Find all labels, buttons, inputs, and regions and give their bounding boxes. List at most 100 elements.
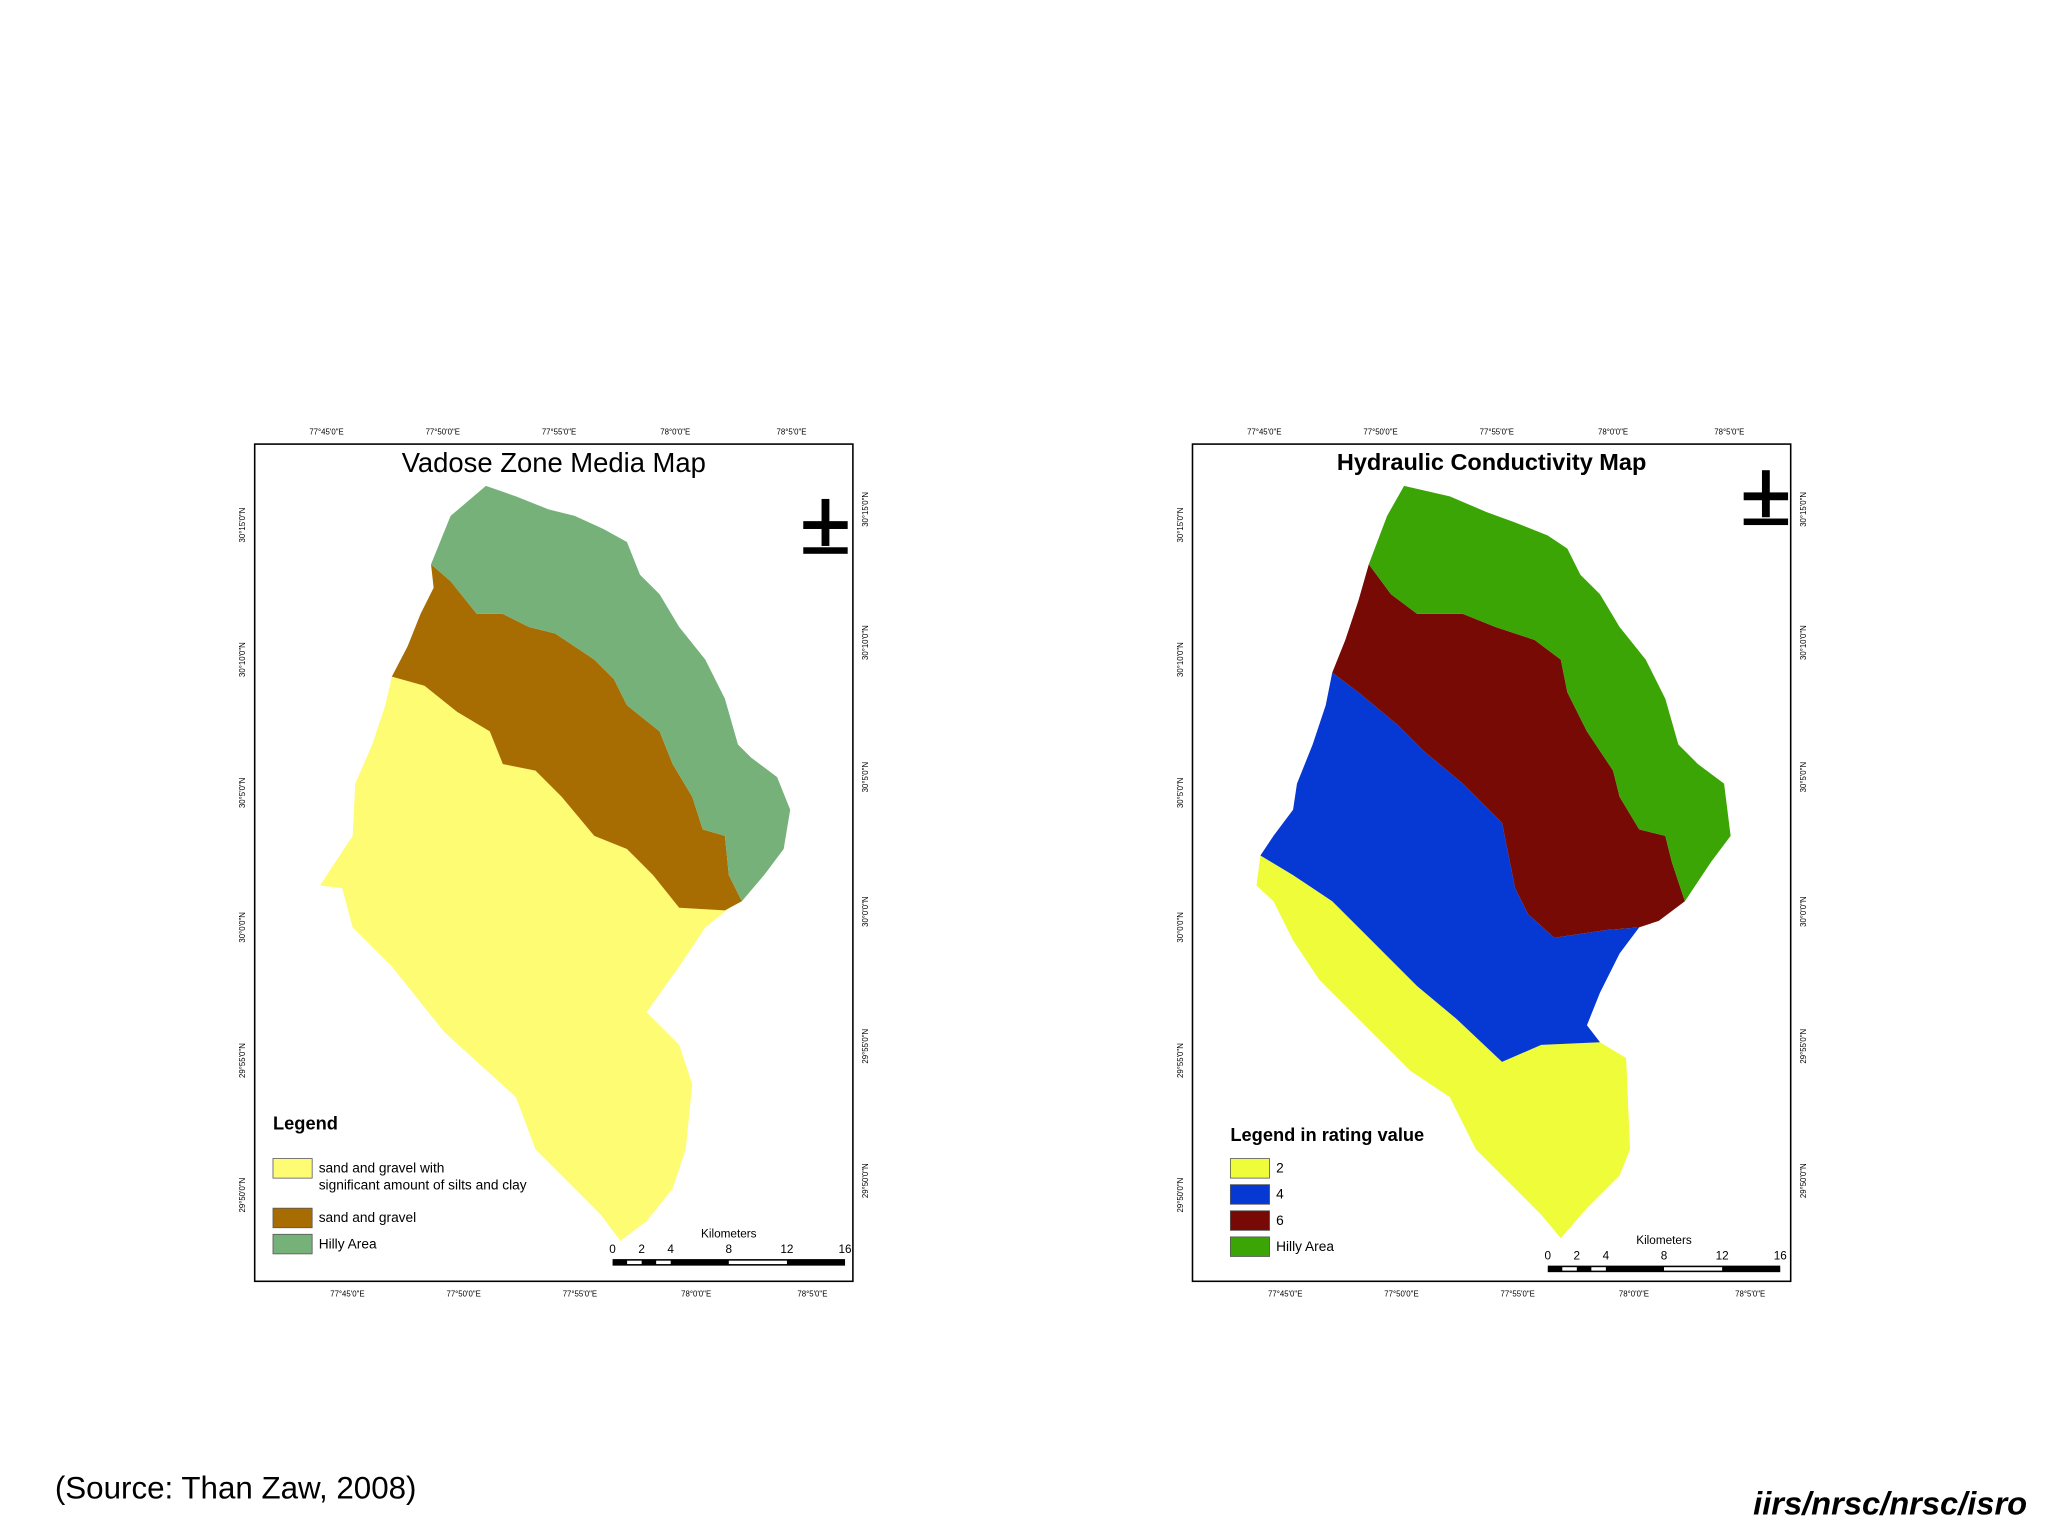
longitude-label: 77°55'0"E — [1480, 427, 1514, 436]
legend-swatch — [272, 1233, 313, 1255]
longitude-label: 78°0'0"E — [681, 1289, 711, 1298]
scale-label: 0 — [609, 1243, 616, 1256]
scale-label: 4 — [1603, 1250, 1610, 1263]
scale-label: 12 — [780, 1243, 793, 1256]
legend-title: Legend in rating value — [1230, 1124, 1424, 1145]
latitude-label: 30°10'0"N — [1799, 625, 1808, 660]
longitude-label: 77°50'0"E — [446, 1289, 480, 1298]
legend-label: sand and gravel — [319, 1210, 417, 1225]
latitude-label: 30°5'0"N — [861, 762, 870, 793]
map-panel: Vadose Zone Media Map 77°45'0"E 77°45'0"E 7… — [238, 427, 870, 1298]
scale-unit: Kilometers — [1636, 1234, 1692, 1247]
longitude-label: 77°50'0"E — [426, 427, 460, 436]
scale-label: 16 — [839, 1243, 853, 1256]
latitude-label: 30°15'0"N — [1176, 507, 1185, 542]
north-arrow — [1743, 518, 1789, 526]
latitude-label: 29°55'0"N — [1799, 1028, 1808, 1063]
scale-bar-segment — [656, 1260, 671, 1265]
north-arrow — [803, 547, 848, 554]
latitude-label: 29°55'0"N — [1176, 1043, 1185, 1078]
legend-label: Hilly Area — [1276, 1239, 1334, 1254]
scale-label: 0 — [1544, 1250, 1551, 1263]
legend-label: sand and gravel with — [319, 1161, 445, 1176]
map-region — [1260, 672, 1640, 1062]
scale-label: 4 — [667, 1243, 674, 1256]
longitude-label: 78°5'0"E — [797, 1289, 827, 1298]
legend-label: significant amount of silts and clay — [319, 1178, 527, 1193]
latitude-label: 30°15'0"N — [1799, 492, 1808, 527]
latitude-label: 29°50'0"N — [238, 1177, 247, 1212]
latitude-label: 30°5'0"N — [1799, 762, 1808, 793]
map-region — [391, 564, 742, 911]
legend-swatch — [1229, 1184, 1270, 1205]
scale-bar-segment — [1591, 1267, 1606, 1271]
map-region — [1256, 855, 1631, 1239]
scale-unit: Kilometers — [701, 1227, 757, 1240]
map-panel: Hydraulic Conductivity Map 77°45'0"E 77°45… — [1176, 427, 1808, 1298]
longitude-label: 78°5'0"E — [776, 427, 806, 436]
latitude-label: 30°10'0"N — [861, 625, 870, 660]
longitude-label: 77°45'0"E — [309, 427, 343, 436]
map-region — [1368, 485, 1731, 902]
longitude-label: 77°50'0"E — [1363, 427, 1397, 436]
legend-title: Legend — [273, 1112, 338, 1133]
longitude-label: 77°45'0"E — [1268, 1289, 1302, 1298]
map-region — [431, 485, 791, 902]
longitude-label: 77°45'0"E — [1247, 427, 1281, 436]
map-region — [320, 676, 738, 1241]
latitude-label: 30°15'0"N — [861, 492, 870, 527]
north-arrow — [803, 521, 848, 529]
scale-label: 12 — [1716, 1250, 1729, 1263]
longitude-label: 78°0'0"E — [1598, 427, 1628, 436]
latitude-label: 30°10'0"N — [1176, 642, 1185, 677]
longitude-label: 78°5'0"E — [1714, 427, 1744, 436]
longitude-label: 77°50'0"E — [1384, 1289, 1418, 1298]
map-title: Vadose Zone Media Map — [402, 447, 706, 478]
longitude-label: 77°55'0"E — [1501, 1289, 1535, 1298]
latitude-label: 29°50'0"N — [1799, 1163, 1808, 1198]
legend-swatch — [272, 1158, 313, 1179]
map-region — [1332, 564, 1685, 938]
scale-bar-segment — [1562, 1267, 1577, 1271]
latitude-label: 30°0'0"N — [1799, 896, 1808, 927]
scale-bar-segment — [627, 1260, 642, 1265]
scale-label: 2 — [638, 1243, 645, 1256]
north-arrow — [1743, 492, 1789, 501]
latitude-label: 30°5'0"N — [238, 777, 247, 808]
scale-label: 16 — [1774, 1250, 1788, 1263]
legend-label: 6 — [1276, 1213, 1284, 1228]
legend-swatch — [272, 1207, 313, 1229]
latitude-label: 30°5'0"N — [1176, 777, 1185, 808]
scale-label: 8 — [1661, 1250, 1668, 1263]
legend-label: 2 — [1276, 1161, 1284, 1176]
latitude-label: 30°10'0"N — [238, 642, 247, 677]
footer: iirs/nrsc/nrsc/isro — [1753, 1485, 2027, 1522]
legend-swatch — [1229, 1158, 1270, 1179]
legend-swatch — [1229, 1210, 1270, 1231]
latitude-label: 29°50'0"N — [861, 1163, 870, 1198]
map-title: Hydraulic Conductivity Map — [1337, 449, 1646, 475]
latitude-label: 30°0'0"N — [238, 912, 247, 943]
latitude-label: 29°55'0"N — [238, 1043, 247, 1078]
scale-bar — [612, 1259, 846, 1266]
scale-bar-segment — [728, 1260, 787, 1265]
longitude-label: 77°55'0"E — [563, 1289, 597, 1298]
source-note: (Source: Than Zaw, 2008) — [55, 1471, 417, 1506]
longitude-label: 78°0'0"E — [660, 427, 690, 436]
longitude-label: 78°0'0"E — [1619, 1289, 1649, 1298]
scale-label: 8 — [726, 1243, 733, 1256]
legend-label: 4 — [1276, 1187, 1284, 1202]
legend-label: Hilly Area — [319, 1236, 377, 1251]
scale-label: 2 — [1574, 1250, 1581, 1263]
longitude-label: 77°55'0"E — [542, 427, 576, 436]
latitude-label: 30°15'0"N — [238, 507, 247, 542]
longitude-label: 78°5'0"E — [1735, 1289, 1765, 1298]
latitude-label: 29°50'0"N — [1176, 1177, 1185, 1212]
scale-bar-segment — [1664, 1267, 1723, 1271]
latitude-label: 30°0'0"N — [1176, 912, 1185, 943]
legend-swatch — [1229, 1236, 1270, 1257]
latitude-label: 29°55'0"N — [861, 1028, 870, 1063]
longitude-label: 77°45'0"E — [330, 1289, 364, 1298]
